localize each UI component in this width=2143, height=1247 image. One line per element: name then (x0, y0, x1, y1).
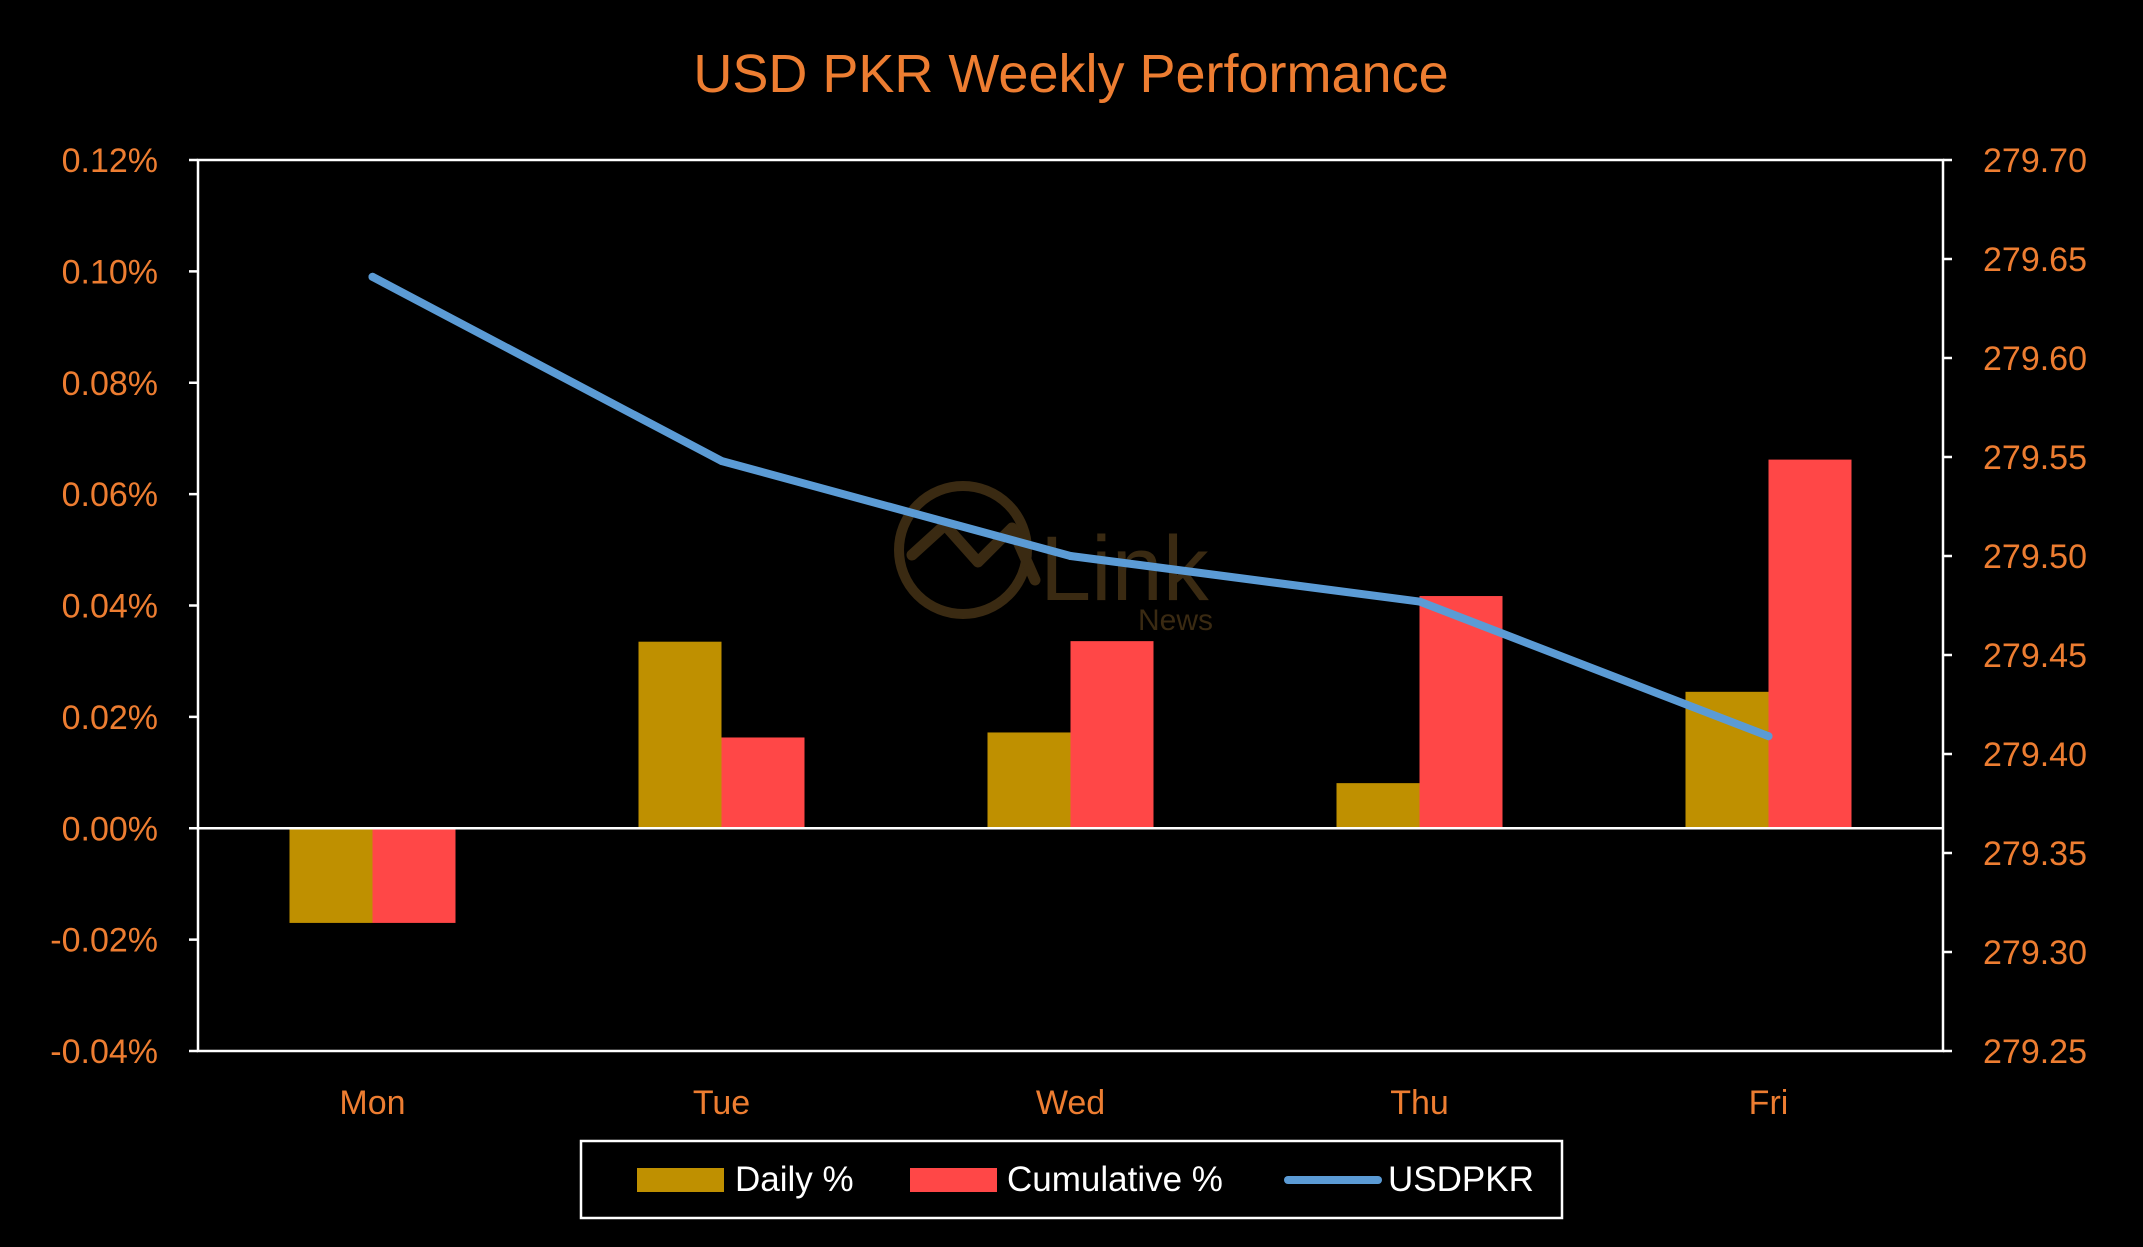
labels-layer: 0.12% 0.10% 0.08% 0.06% 0.04% 0.02% 0.00% -0.02… (50, 142, 2087, 1122)
category-label-tue: Tue (693, 1084, 750, 1122)
category-label-fri: Fri (1749, 1084, 1789, 1122)
right-tick-label: 279.40 (1983, 736, 2087, 774)
legend: Daily % Cumulative % USDPKR (579, 1139, 1564, 1220)
category-label-wed: Wed (1036, 1084, 1105, 1122)
usdpkr-point-tue (717, 456, 726, 465)
bar-daily-fri (1685, 691, 1769, 829)
chart-title: USD PKR Weekly Performance (693, 44, 1448, 104)
right-tick-label: 279.50 (1983, 538, 2087, 576)
bar-daily-thu (1336, 783, 1420, 829)
usdpkr-point-wed (1066, 552, 1075, 560)
right-tick-label: 279.25 (1983, 1033, 2087, 1071)
left-tick-label: 0.08% (62, 365, 158, 403)
usdpkr-point-thu (1415, 597, 1424, 606)
bar-cumulative-mon (372, 828, 456, 923)
left-tick-label: 0.10% (62, 253, 158, 291)
right-tick-label: 279.45 (1983, 637, 2087, 675)
legend-label-usdpkr: USDPKR (1388, 1160, 1534, 1199)
right-tick-label: 279.35 (1983, 835, 2087, 873)
line-layer (368, 272, 1773, 741)
right-tick-label: 279.30 (1983, 934, 2087, 972)
legend-box (579, 1139, 1564, 1220)
bar-daily-tue (638, 641, 722, 829)
left-tick-label: 0.12% (62, 142, 158, 180)
bar-cumulative-thu (1419, 596, 1503, 829)
axes-layer (189, 158, 1952, 1053)
left-tick-label: 0.00% (62, 810, 158, 848)
legend-swatch-daily (637, 1168, 724, 1192)
left-tick-label: 0.04% (62, 588, 158, 626)
right-tick-label: 279.65 (1983, 241, 2087, 279)
right-tick-label: 279.70 (1983, 142, 2087, 180)
left-tick-label: -0.04% (50, 1033, 158, 1071)
usdpkr-point-mon (368, 272, 377, 281)
usdpkr-point-fri (1764, 732, 1773, 741)
category-label-thu: Thu (1390, 1084, 1449, 1122)
legend-label-daily: Daily % (735, 1160, 854, 1199)
bar-cumulative-fri (1768, 459, 1852, 829)
bar-daily-mon (289, 828, 373, 923)
legend-swatch-cumulative (910, 1168, 997, 1192)
category-label-mon: Mon (339, 1084, 405, 1122)
bar-cumulative-wed (1070, 641, 1154, 829)
bar-daily-wed (987, 732, 1071, 829)
right-tick-label: 279.60 (1983, 340, 2087, 378)
bar-cumulative-tue (721, 737, 805, 829)
left-tick-label: 0.06% (62, 476, 158, 514)
left-tick-label: 0.02% (62, 699, 158, 737)
watermark-sub: News (1138, 604, 1213, 637)
left-tick-label: -0.02% (50, 922, 158, 960)
legend-label-cumulative: Cumulative % (1007, 1160, 1223, 1199)
bars-layer (289, 459, 1852, 923)
right-tick-label: 279.55 (1983, 439, 2087, 477)
